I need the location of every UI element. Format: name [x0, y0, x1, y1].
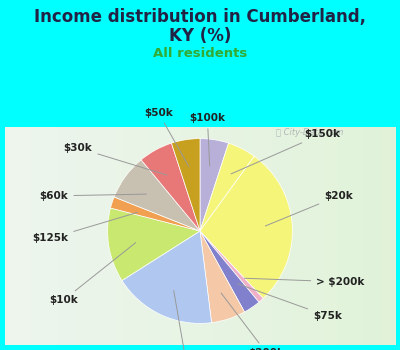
Bar [174, 127, 182, 345]
Bar [272, 127, 279, 345]
Bar [278, 127, 286, 345]
Bar [330, 127, 338, 345]
Bar [200, 127, 208, 345]
Bar [18, 127, 26, 345]
Bar [298, 127, 305, 345]
Wedge shape [141, 143, 200, 231]
Bar [116, 127, 123, 345]
Bar [135, 127, 142, 345]
Text: Income distribution in Cumberland,: Income distribution in Cumberland, [34, 8, 366, 26]
Bar [161, 127, 168, 345]
Bar [5, 127, 12, 345]
Text: All residents: All residents [153, 47, 247, 60]
Wedge shape [172, 139, 200, 231]
Bar [310, 127, 318, 345]
Bar [128, 127, 136, 345]
Bar [284, 127, 292, 345]
Wedge shape [114, 160, 200, 231]
Bar [343, 127, 350, 345]
Bar [376, 127, 383, 345]
Bar [109, 127, 116, 345]
Bar [194, 127, 201, 345]
Bar [44, 127, 52, 345]
Text: $10k: $10k [49, 243, 136, 305]
Text: $100k: $100k [189, 113, 225, 166]
Bar [38, 127, 45, 345]
Text: KY (%): KY (%) [169, 27, 231, 45]
Bar [83, 127, 90, 345]
Bar [265, 127, 272, 345]
Bar [187, 127, 194, 345]
Bar [226, 127, 234, 345]
Bar [148, 127, 156, 345]
Bar [252, 127, 260, 345]
Bar [122, 127, 130, 345]
Text: ⧙ City-Data.com: ⧙ City-Data.com [276, 128, 344, 137]
Bar [239, 127, 246, 345]
Bar [356, 127, 364, 345]
Bar [317, 127, 324, 345]
Bar [304, 127, 312, 345]
Wedge shape [200, 231, 259, 312]
Text: $75k: $75k [238, 284, 342, 321]
Bar [388, 127, 396, 345]
Bar [64, 127, 71, 345]
Bar [246, 127, 253, 345]
Bar [142, 127, 149, 345]
Wedge shape [110, 197, 200, 231]
Bar [96, 127, 104, 345]
Wedge shape [122, 231, 212, 323]
Text: $50k: $50k [144, 108, 189, 167]
Bar [50, 127, 58, 345]
Bar [220, 127, 227, 345]
Text: $40k: $40k [172, 290, 200, 350]
Bar [369, 127, 376, 345]
Bar [57, 127, 64, 345]
Bar [70, 127, 78, 345]
Wedge shape [200, 156, 292, 298]
Wedge shape [200, 143, 254, 231]
Text: $60k: $60k [40, 191, 146, 201]
Wedge shape [200, 139, 228, 231]
Wedge shape [108, 208, 200, 280]
Bar [362, 127, 370, 345]
Bar [258, 127, 266, 345]
Bar [12, 127, 19, 345]
Bar [213, 127, 220, 345]
Text: $125k: $125k [32, 212, 138, 243]
Bar [24, 127, 32, 345]
Bar [154, 127, 162, 345]
Text: $150k: $150k [231, 129, 340, 174]
Bar [90, 127, 97, 345]
Bar [336, 127, 344, 345]
Bar [350, 127, 357, 345]
Bar [168, 127, 175, 345]
Bar [382, 127, 390, 345]
Text: $30k: $30k [64, 143, 167, 175]
Text: $200k: $200k [221, 293, 284, 350]
Text: > $200k: > $200k [244, 277, 365, 287]
Bar [206, 127, 214, 345]
Bar [76, 127, 84, 345]
Bar [180, 127, 188, 345]
Wedge shape [200, 231, 244, 323]
Bar [102, 127, 110, 345]
Bar [232, 127, 240, 345]
Wedge shape [200, 231, 263, 302]
Bar [324, 127, 331, 345]
Text: $20k: $20k [265, 191, 353, 226]
Bar [31, 127, 38, 345]
Bar [291, 127, 298, 345]
